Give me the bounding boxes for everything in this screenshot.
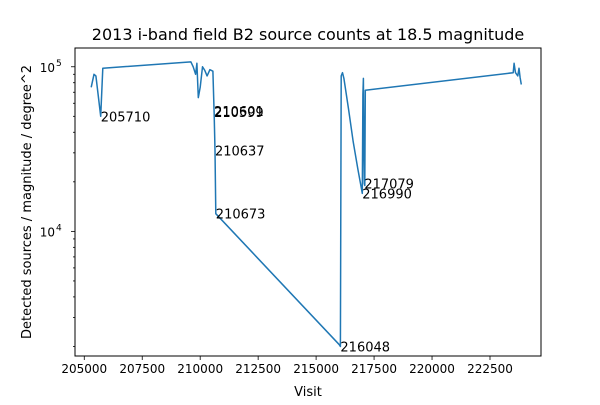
point-annotation: 216048 <box>340 340 390 355</box>
x-axis-label: Visit <box>294 385 322 400</box>
y-tick-exponent: 4 <box>56 223 62 233</box>
x-tick-label: 217500 <box>351 362 397 376</box>
series-line <box>90 61 523 348</box>
point-annotation: 217079 <box>364 178 414 193</box>
chart-title: 2013 i-band field B2 source counts at 18… <box>92 25 524 44</box>
y-tick-label: 10 <box>40 61 55 75</box>
point-annotation: 210601 <box>214 105 264 120</box>
y-axis-label: Detected sources / magnitude / degree^2 <box>20 65 35 339</box>
point-annotation: 210673 <box>216 208 266 223</box>
x-tick-label: 210000 <box>177 362 223 376</box>
x-tick-label: 207500 <box>119 362 165 376</box>
series-layer <box>90 61 523 348</box>
x-axis-ticks: 205000 207500 210000 212500 215000 217500 2200… <box>61 356 513 376</box>
x-tick-label: 222500 <box>467 362 513 376</box>
x-tick-label: 212500 <box>235 362 281 376</box>
point-annotation: 216990 <box>362 187 412 202</box>
x-tick-label: 205000 <box>61 362 107 376</box>
x-tick-label: 220000 <box>409 362 455 376</box>
plot-area <box>75 48 541 356</box>
point-annotation: 210637 <box>215 144 265 159</box>
y-tick-label: 10 <box>40 225 55 239</box>
y-tick-exponent: 5 <box>56 59 62 69</box>
point-annotation: 205710 <box>101 110 151 125</box>
plot-frame <box>74 47 542 357</box>
x-tick-label: 215000 <box>293 362 339 376</box>
point-annotation: 210599 <box>214 106 264 121</box>
